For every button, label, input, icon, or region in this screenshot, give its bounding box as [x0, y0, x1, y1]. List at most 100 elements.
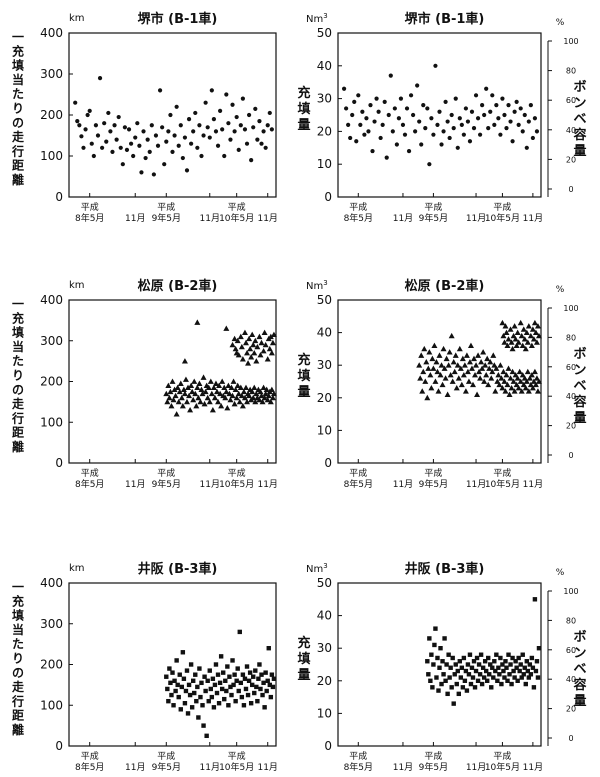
y-axis-label-char: 充 [12, 43, 24, 58]
data-point [170, 396, 177, 403]
data-point [438, 362, 445, 368]
data-point [269, 672, 275, 677]
data-point [186, 117, 192, 122]
data-point [501, 378, 508, 384]
x-tick-label-month: 11月 [523, 213, 543, 224]
x-tick-label-era: 平成 [81, 750, 99, 762]
data-point [261, 129, 266, 134]
data-point [192, 390, 199, 397]
data-point [434, 675, 439, 680]
data-point [239, 356, 246, 362]
data-point [505, 365, 512, 371]
data-point [533, 668, 539, 674]
data-point [522, 665, 527, 670]
data-point [431, 662, 436, 667]
data-point [467, 342, 474, 349]
data-point [231, 400, 238, 407]
data-points [164, 629, 277, 739]
data-point [438, 646, 443, 651]
data-point [530, 336, 537, 342]
data-point [483, 371, 490, 378]
data-point [362, 132, 367, 137]
data-point [224, 688, 229, 694]
data-point [516, 655, 521, 661]
data-point [195, 684, 200, 690]
x-tick-label-month: 11月 [393, 213, 413, 224]
data-point [458, 381, 465, 388]
y-tick-label: 10 [317, 157, 332, 171]
y2-axis-label-char: ン [573, 646, 586, 661]
data-point [210, 384, 217, 391]
data-point [419, 388, 426, 394]
data-point [423, 358, 430, 365]
data-point [181, 676, 187, 681]
data-point [437, 109, 442, 114]
data-point [463, 106, 468, 111]
data-point [231, 682, 236, 688]
x-tick-label-month: 9年5月 [152, 478, 181, 490]
data-point [452, 672, 457, 677]
data-point [467, 652, 473, 657]
data-point [183, 688, 189, 694]
data-point [199, 390, 206, 397]
data-point [258, 339, 265, 346]
data-point [433, 358, 440, 365]
plot-frame [337, 32, 542, 198]
data-point [237, 629, 242, 635]
data-point [170, 149, 175, 154]
data-point [462, 388, 469, 394]
data-point [214, 690, 220, 696]
data-point [433, 626, 438, 631]
data-point [436, 688, 441, 693]
data-point [415, 83, 420, 88]
data-point [79, 134, 84, 139]
data-point [445, 362, 452, 368]
data-point [270, 390, 277, 397]
data-point [475, 352, 482, 358]
data-point [424, 394, 431, 401]
data-point [242, 676, 248, 681]
data-point [518, 662, 523, 667]
data-point [396, 116, 401, 121]
data-point [535, 332, 542, 339]
data-point [179, 684, 185, 690]
data-point [437, 665, 442, 670]
data-point [226, 121, 231, 126]
data-point [261, 329, 268, 335]
data-point [534, 129, 540, 134]
data-point [522, 112, 527, 118]
data-points [163, 319, 277, 417]
data-point [176, 388, 183, 395]
y-tick-label: 0 [55, 456, 63, 470]
data-point [202, 388, 209, 395]
data-point [218, 654, 224, 659]
y-tick-label: 200 [40, 108, 63, 122]
data-point [249, 158, 254, 163]
data-point [413, 129, 418, 134]
plot-frame [337, 582, 542, 747]
data-point [519, 675, 524, 680]
y2-axis-label-char: ベ [573, 112, 586, 127]
data-point [252, 337, 259, 344]
x-tick-label-month: 10年5月 [485, 212, 520, 224]
data-point [490, 665, 495, 670]
y2-tick-label: 60 [566, 363, 576, 372]
data-point [433, 63, 438, 68]
data-point [531, 368, 538, 375]
data-point [173, 688, 178, 694]
data-point [143, 155, 148, 161]
data-point [187, 407, 194, 413]
data-point [147, 149, 152, 154]
y-axis-label-char: た [12, 87, 24, 101]
y2-tick-label: 0 [568, 734, 573, 743]
data-point [225, 664, 230, 669]
y2-axis-label-char: ベ [573, 379, 586, 394]
data-point [531, 685, 537, 690]
y2-tick-label: 80 [566, 67, 576, 76]
chart-title: 松原 (B-2車) [138, 278, 218, 294]
data-point [464, 688, 470, 693]
data-point [189, 388, 196, 395]
data-point [457, 365, 464, 371]
x-tick-label-month: 11月 [200, 762, 220, 773]
